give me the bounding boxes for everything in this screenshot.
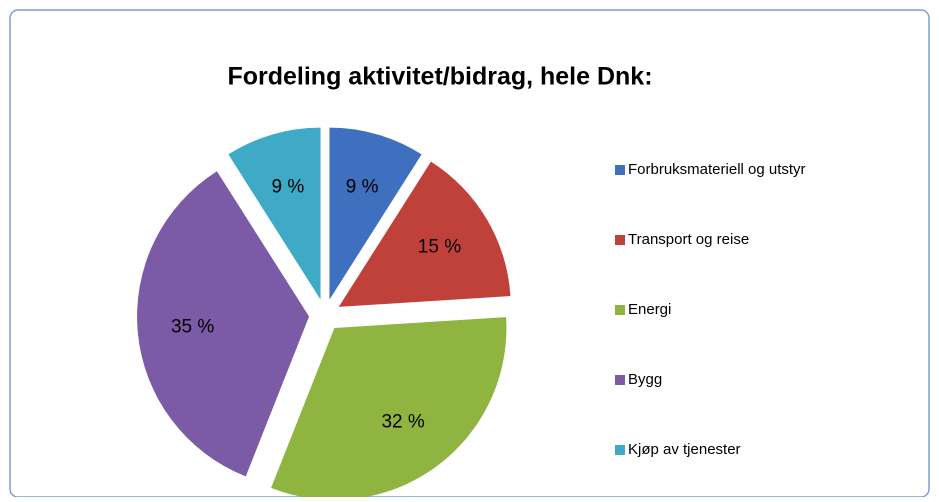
legend-label: Transport og reise (628, 231, 749, 248)
legend-label: Bygg (628, 371, 662, 388)
legend-swatch (615, 305, 625, 315)
legend-label: Forbruksmateriell og utstyr (628, 161, 806, 178)
pie-slice (228, 127, 321, 300)
chart-title: Fordeling aktivitet/bidrag, hele Dnk: (227, 63, 652, 91)
pie-slice (338, 161, 511, 307)
data-label: 9 % (346, 176, 379, 197)
data-label: 15 % (418, 236, 461, 257)
data-label: 35 % (171, 317, 214, 338)
legend-swatch (615, 165, 625, 175)
pie-slice (329, 127, 422, 300)
legend-swatch (615, 375, 625, 385)
legend-swatch (615, 235, 625, 245)
pie-slice (137, 171, 310, 477)
legend-swatch (615, 445, 625, 455)
data-label: 9 % (272, 176, 305, 197)
legend-label: Kjøp av tjenester (628, 441, 741, 458)
legend-label: Energi (628, 301, 671, 318)
data-label: 32 % (381, 412, 424, 433)
pie-slice (271, 317, 507, 500)
